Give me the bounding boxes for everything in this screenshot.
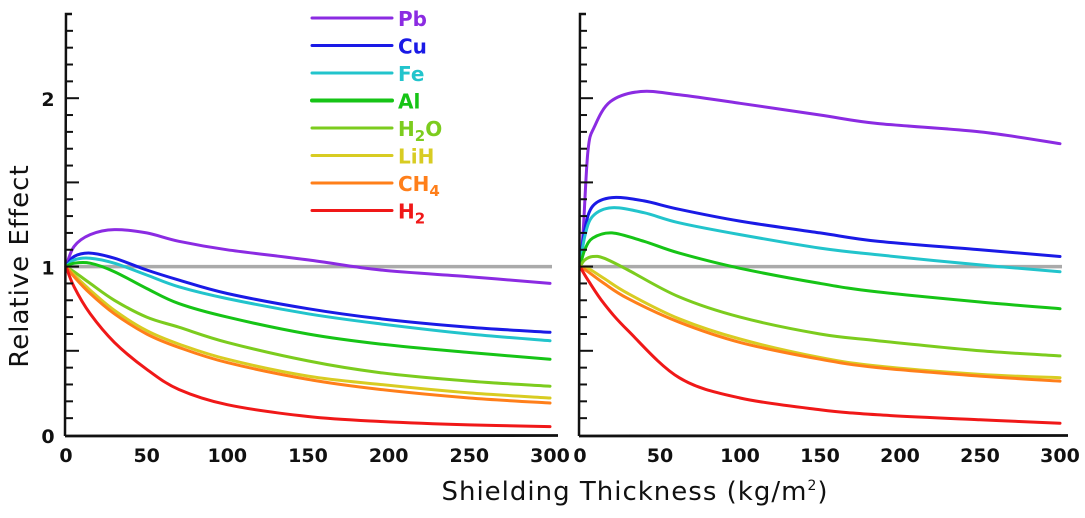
- legend-item-h2: H2: [310, 200, 425, 228]
- right-series-cu: [578, 195, 1062, 269]
- left-series-lih: [64, 265, 552, 400]
- left-x-tick-label: 300: [530, 445, 570, 467]
- right-series-pb: [578, 89, 1062, 269]
- legend-label: CH4: [398, 172, 440, 200]
- legend-label: Al: [398, 90, 420, 114]
- left-series-h2: [64, 265, 552, 429]
- legend-item-cu: Cu: [310, 35, 427, 59]
- x-axis-title: Shielding Thickness (kg/m2): [441, 477, 828, 507]
- right-x-tick-label: 250: [960, 445, 1000, 467]
- right-series-group: [578, 89, 1062, 425]
- right-panel: 0 50 100 150 200 250 300: [573, 12, 1080, 467]
- legend-label: Pb: [398, 7, 427, 31]
- left-x-tick-labels: 0 50 100 150 200 250 300: [59, 445, 569, 467]
- left-series-group: [64, 228, 552, 429]
- left-panel: 0 50 100 150 200 250 300 0 1 2: [41, 12, 570, 467]
- legend-label: Fe: [398, 62, 424, 86]
- right-x-tick-label: 0: [573, 445, 586, 467]
- right-x-tick-label: 200: [880, 445, 920, 467]
- right-x-tick-label: 300: [1040, 445, 1080, 467]
- x-axis-title-main: Shielding Thickness (kg/m: [441, 477, 807, 507]
- left-series-ch4: [64, 265, 552, 405]
- right-series-fe: [578, 206, 1062, 274]
- left-x-tick-label: 150: [288, 445, 328, 467]
- right-series-h2: [578, 265, 1062, 425]
- right-series-al: [578, 231, 1062, 311]
- x-axis-title-tail: ): [817, 477, 828, 507]
- y-axis-title: Relative Effect: [5, 164, 35, 367]
- legend-item-h2o: H2O: [310, 117, 442, 145]
- left-x-tick-label: 250: [449, 445, 489, 467]
- left-axes: [63, 12, 559, 438]
- legend-item-lih: LiH: [310, 145, 434, 169]
- x-axis-title-superscript: 2: [807, 478, 817, 494]
- right-y-axis-line: [577, 12, 586, 437]
- left-x-axis-line: [64, 434, 559, 438]
- legend-label: Cu: [398, 35, 427, 59]
- legend-item-ch4: CH4: [310, 172, 440, 200]
- legend-item-al: Al: [310, 90, 420, 114]
- legend-item-pb: Pb: [310, 7, 427, 31]
- right-x-tick-label: 100: [720, 445, 760, 467]
- legend-label: LiH: [398, 145, 434, 169]
- left-x-tick-label: 100: [207, 445, 247, 467]
- left-series-cu: [64, 251, 552, 334]
- left-series-pb: [64, 228, 552, 285]
- left-y-axis-line: [63, 12, 72, 437]
- legend-item-fe: Fe: [310, 62, 424, 86]
- right-x-tick-labels: 0 50 100 150 200 250 300: [573, 445, 1079, 467]
- left-y-tick-labels: 0 1 2: [41, 89, 54, 448]
- left-x-tick-label: 0: [59, 445, 72, 467]
- right-axes: [577, 12, 1069, 438]
- legend-label: H2O: [398, 117, 442, 145]
- right-series-lih: [578, 265, 1062, 380]
- left-series-h2o: [64, 265, 552, 388]
- left-series-al: [64, 260, 552, 361]
- right-series-h2o: [578, 254, 1062, 358]
- right-x-tick-label: 150: [800, 445, 840, 467]
- left-y-tick-label: 1: [41, 258, 54, 280]
- left-x-tick-label: 50: [133, 445, 159, 467]
- right-x-tick-label: 50: [647, 445, 673, 467]
- left-y-tick-label: 0: [41, 426, 54, 448]
- left-x-tick-label: 200: [369, 445, 409, 467]
- legend-label: H2: [398, 200, 425, 228]
- left-series-fe: [64, 256, 552, 343]
- right-series-ch4: [578, 265, 1062, 383]
- left-y-tick-label: 2: [41, 89, 54, 111]
- right-x-axis-line: [578, 434, 1069, 438]
